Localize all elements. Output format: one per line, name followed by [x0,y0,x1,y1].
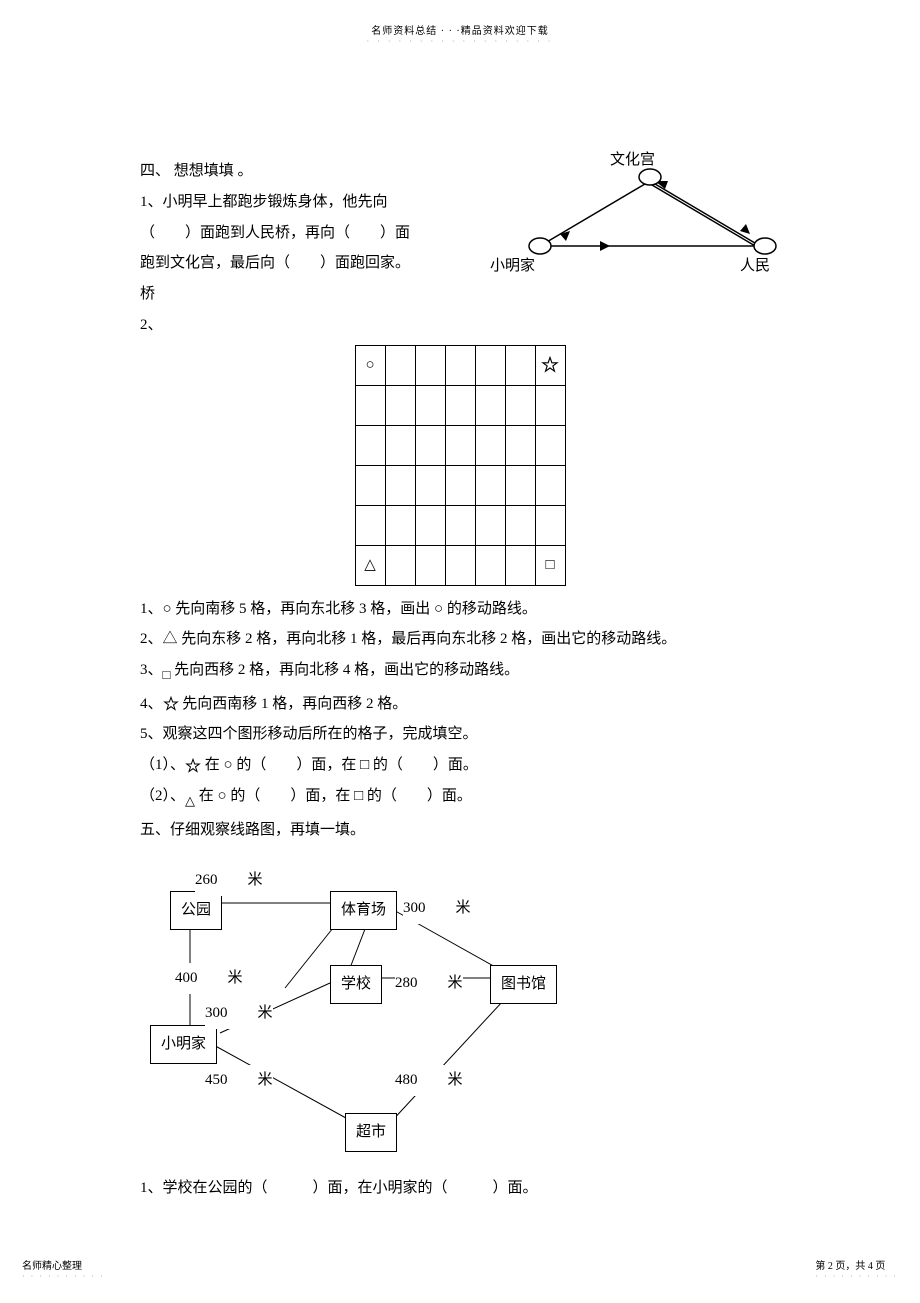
cell-star [535,345,565,385]
label-right: 人民 [740,251,770,282]
s4b-l1: 1、○ 先向南移 5 格，再向东北移 3 格，画出 ○ 的移动路线。 [140,594,780,625]
page-header: 名师资料总结 · · ·精品资料欢迎下载 · · · · · · · · · ·… [0,0,920,46]
s4b-l7: （2）、△ 在 ○ 的（ ）面，在 □ 的（ ）面。 [140,781,780,815]
header-text: 名师资料总结 · · ·精品资料欢迎下载 [0,22,920,37]
node-home: 小明家 [150,1025,217,1064]
map-diagram: 公园 体育场 学校 图书馆 小明家 超市 260 米 300 米 400 米 3… [140,853,590,1153]
s4b-l5: 5、观察这四个图形移动后所在的格子，完成填空。 [140,719,780,750]
s5-q1: 1、学校在公园的（ ）面，在小明家的（ ）面。 [140,1173,780,1204]
footer-left-dots: · · · · · · · · · · [22,1272,105,1281]
s4b-l4: 4、 先向西南移 1 格，再向西移 2 格。 [140,689,780,720]
footer-right-text: 第 2 页，共 4 页 [815,1257,898,1272]
footer-left-text: 名师精心整理 [22,1257,105,1272]
footer-left: 名师精心整理 · · · · · · · · · · [22,1257,105,1281]
cell-square: □ [535,545,565,585]
label-left: 小明家 [490,251,535,282]
section-5-title: 五、仔细观察线路图，再填一填。 [140,815,780,846]
node-stadium: 体育场 [330,891,397,930]
table-row: △ □ [355,545,565,585]
header-dots: · · · · · · · · · · · · · · · · · · [0,37,920,46]
footer-right: 第 2 页，共 4 页 · · · · · · · · · · [815,1257,898,1281]
node-school: 学校 [330,965,382,1004]
footer-right-dots: · · · · · · · · · · [815,1272,898,1281]
grid-table: ○ △ □ [355,345,566,586]
q1-line4: 桥 [140,279,780,310]
label-top: 文化宫 [610,145,655,176]
edge-school-library: 280 米 [395,968,463,999]
table-row [355,425,565,465]
node-library: 图书馆 [490,965,557,1004]
triangle-diagram: 文化宫 小明家 人民 [510,151,790,281]
table-row [355,465,565,505]
cell-triangle: △ [355,545,385,585]
node-market: 超市 [345,1113,397,1152]
edge-stadium-library: 300 米 [403,893,471,924]
s4b-l3: 3、□ 先向西移 2 格，再向北移 4 格，画出它的移动路线。 [140,655,780,689]
star-icon [185,758,201,774]
q2-label: 2、 [140,310,780,341]
s4b-l6: （1）、 在 ○ 的（ ）面，在 □ 的（ ）面。 [140,750,780,781]
section-4: 四、 想想填填 。 1、小明早上都跑步锻炼身体，他先向 （ ）面跑到人民桥，再向… [140,156,780,341]
table-row [355,385,565,425]
edge-home-market: 450 米 [205,1065,273,1096]
table-row [355,505,565,545]
edge-park-home: 400 米 [175,963,243,994]
star-icon [163,696,179,712]
grid-diagram: ○ △ □ [140,345,780,586]
star-icon [541,356,559,374]
node-park: 公园 [170,891,222,930]
table-row: ○ [355,345,565,385]
s4b-l2: 2、△ 先向东移 2 格，再向北移 1 格，最后再向东北移 2 格，画出它的移动… [140,624,780,655]
cell-circle: ○ [355,345,385,385]
edge-market-library: 480 米 [395,1065,463,1096]
edge-park-stadium: 260 米 [195,865,263,896]
content-area: 四、 想想填填 。 1、小明早上都跑步锻炼身体，他先向 （ ）面跑到人民桥，再向… [0,46,920,1204]
edge-stadium-school: 300 米 [205,998,273,1029]
